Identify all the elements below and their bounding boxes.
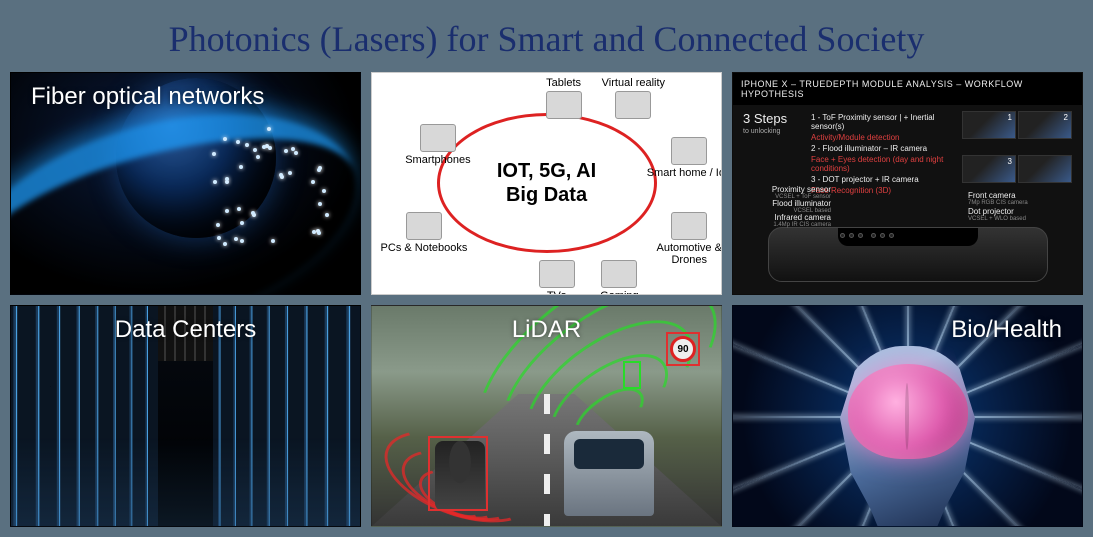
phone-notch [838, 228, 978, 246]
truedepth-lines: 1 - ToF Proximity sensor | + Inertial se… [811, 111, 954, 197]
device-icon [671, 212, 707, 240]
phone-graphic [768, 227, 1048, 282]
sensor-callout: Proximity sensorVCSEL + ToF sensor [751, 185, 831, 200]
iot-node-label: Virtual reality [588, 77, 678, 89]
panel-label-fiber: Fiber optical networks [31, 83, 264, 111]
panel-fiber-networks: Fiber optical networks [10, 72, 361, 295]
panel-label-lidar: LiDAR [512, 316, 581, 344]
device-icon [406, 212, 442, 240]
sensor-callout: Infrared camera1.4Mp IR CIS camera [751, 213, 831, 228]
slide-title: Photonics (Lasers) for Smart and Connect… [0, 0, 1093, 72]
speed-sign: 90 [670, 336, 696, 362]
sensor-callout: Front camera7Mp RGB CIS camera [968, 191, 1048, 206]
head-graphic [833, 346, 983, 526]
truedepth-line: 1 - ToF Proximity sensor | + Inertial se… [811, 113, 954, 131]
iot-node: Smart home / IoT [644, 135, 722, 179]
truedepth-line: Face Recognition (3D) [811, 186, 954, 195]
truedepth-header: IPHONE X – TRUEDEPTH MODULE ANALYSIS – W… [733, 73, 1082, 105]
dc-floor [11, 438, 360, 526]
truedepth-thumb: 1 [962, 111, 1016, 139]
truedepth-line: Activity/Module detection [811, 133, 954, 142]
iot-node-label: TVs [512, 290, 602, 294]
device-icon [601, 260, 637, 288]
car-graphic [564, 431, 654, 516]
iot-node-label: PCs & Notebooks [379, 242, 469, 254]
truedepth-thumb [1018, 155, 1072, 183]
truedepth-line: 2 - Flood illuminator – IR camera [811, 144, 954, 153]
iot-center-line1: IOT, 5G, AI [497, 159, 596, 183]
iot-center-line2: Big Data [497, 183, 596, 207]
panel-datacenter: Data Centers [10, 305, 361, 528]
panel-iot-diagram: IOT, 5G, AI Big Data TabletsVirtual real… [371, 72, 722, 295]
truedepth-thumb: 3 [962, 155, 1016, 183]
device-icon [539, 260, 575, 288]
device-icon [546, 91, 582, 119]
truedepth-line: Face + Eyes detection (day and night con… [811, 155, 954, 173]
iot-node: TVs [512, 258, 602, 294]
iot-node: Smartphones [393, 122, 483, 166]
iot-center-text: IOT, 5G, AI Big Data [497, 159, 596, 207]
device-icon [420, 124, 456, 152]
steps-title: 3 Steps [743, 111, 803, 126]
sensor-callout: Dot projectorVCSEL + WLO based [968, 207, 1048, 222]
iot-node: Virtual reality [588, 77, 678, 121]
device-icon [615, 91, 651, 119]
steps-sub: to unlocking [743, 128, 803, 135]
fiber-points-graphic [210, 123, 330, 243]
truedepth-thumbs: 123 [962, 111, 1072, 197]
iot-node: PCs & Notebooks [379, 210, 469, 254]
panel-label-bio: Bio/Health [951, 316, 1062, 344]
panel-lidar: 90 LiDAR [371, 305, 722, 528]
panel-bio-health: Bio/Health [732, 305, 1083, 528]
iot-node-label: Smartphones [393, 154, 483, 166]
sensor-callout: Flood illuminatorVCSEL based [751, 199, 831, 214]
detect-box-moto [428, 436, 488, 511]
brain-graphic [848, 364, 968, 459]
panel-label-datacenter: Data Centers [115, 316, 256, 344]
slide: Photonics (Lasers) for Smart and Connect… [0, 0, 1093, 537]
iot-node-label: Smart home / IoT [644, 167, 722, 179]
panel-truedepth: IPHONE X – TRUEDEPTH MODULE ANALYSIS – W… [732, 72, 1083, 295]
detect-box-ped [623, 361, 641, 389]
truedepth-line: 3 - DOT projector + IR camera [811, 175, 954, 184]
device-icon [671, 137, 707, 165]
panel-grid: Fiber optical networks IOT, 5G, AI Big D… [0, 72, 1093, 537]
truedepth-thumb: 2 [1018, 111, 1072, 139]
